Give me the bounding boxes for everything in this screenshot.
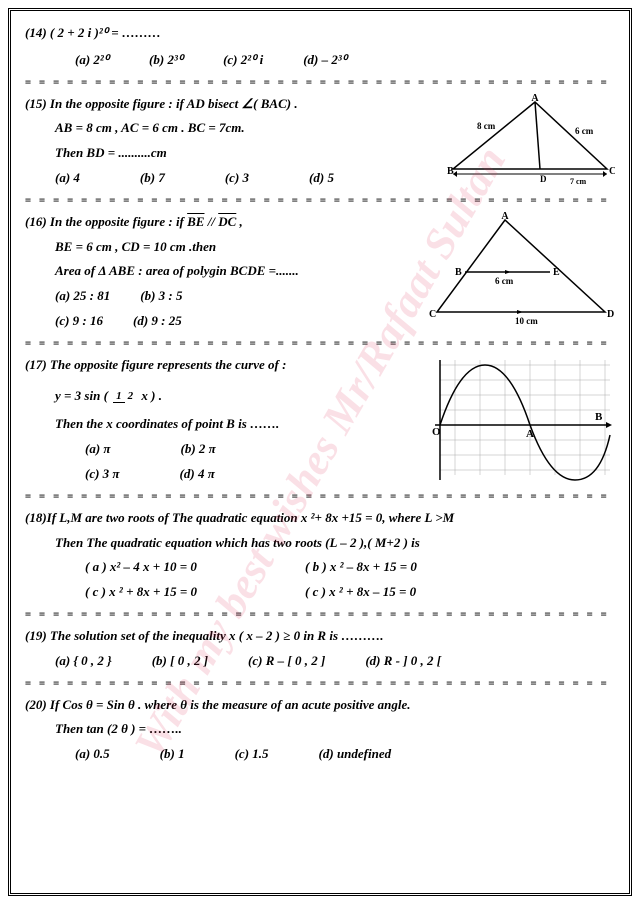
q16-opt-b: (b) 3 : 5 xyxy=(140,286,182,307)
q14-opt-d: (d) – 2³⁰ xyxy=(303,50,347,71)
q15-line2: AB = 8 cm , AC = 6 cm . BC = 7cm. xyxy=(55,118,445,139)
svg-text:7 cm: 7 cm xyxy=(570,177,587,186)
q18-opt-b: ( b ) x ² – 8x + 15 = 0 xyxy=(305,557,417,578)
svg-text:10 cm: 10 cm xyxy=(515,316,538,326)
q19-opt-a: (a) { 0 , 2 } xyxy=(55,651,112,672)
q16-figure: A B E C D 6 cm 10 cm xyxy=(425,212,615,327)
q20-line2: Then tan (2 θ ) = …….. xyxy=(55,719,615,740)
separator: = = = = = = = = = = = = = = = = = = = = … xyxy=(25,77,615,88)
q20-opt-d: (d) undefined xyxy=(319,744,392,765)
svg-text:B: B xyxy=(455,267,462,278)
q20-opt-b: (b) 1 xyxy=(160,744,185,765)
q15-figure: A B C D 8 cm 6 cm 7 cm xyxy=(445,94,615,189)
q15-opt-c: (c) 3 xyxy=(225,168,249,189)
svg-text:A: A xyxy=(526,428,534,440)
separator: = = = = = = = = = = = = = = = = = = = = … xyxy=(25,491,615,502)
svg-text:D: D xyxy=(540,174,547,184)
svg-text:C: C xyxy=(609,166,615,177)
svg-text:6 cm: 6 cm xyxy=(575,126,594,136)
q18-opt-a: ( a ) x² – 4 x + 10 = 0 xyxy=(85,557,305,578)
q17-opt-b: (b) 2 π xyxy=(181,439,216,460)
separator: = = = = = = = = = = = = = = = = = = = = … xyxy=(25,678,615,689)
separator: = = = = = = = = = = = = = = = = = = = = … xyxy=(25,609,615,620)
q14-text: (14) ( 2 + 2 i )²⁰ = ……… xyxy=(25,23,615,44)
svg-text:8 cm: 8 cm xyxy=(477,121,496,131)
separator: = = = = = = = = = = = = = = = = = = = = … xyxy=(25,195,615,206)
q17-opt-c: (c) 3 π xyxy=(85,464,120,485)
q16-opt-d: (d) 9 : 25 xyxy=(133,311,182,332)
q15-opt-b: (b) 7 xyxy=(140,168,165,189)
q17-figure: O A B xyxy=(430,355,615,485)
q16-line3: Area of Δ ABE : area of polygin BCDE =..… xyxy=(55,261,425,282)
svg-text:B: B xyxy=(595,411,603,423)
svg-text:B: B xyxy=(447,166,454,177)
q20-opt-c: (c) 1.5 xyxy=(235,744,269,765)
svg-text:A: A xyxy=(501,212,509,222)
q15-opt-a: (a) 4 xyxy=(55,168,80,189)
q15-line1: (15) In the opposite figure : if AD bise… xyxy=(25,94,445,115)
q14-opt-b: (b) 2³⁰ xyxy=(149,50,183,71)
q19-line1: (19) The solution set of the inequality … xyxy=(25,626,615,647)
svg-text:E: E xyxy=(553,267,560,278)
svg-text:A: A xyxy=(531,94,539,104)
q16-line2: BE = 6 cm , CD = 10 cm .then xyxy=(55,237,425,258)
q20-line1: (20) If Cos θ = Sin θ . where θ is the m… xyxy=(25,695,615,716)
q16-opt-a: (a) 25 : 81 xyxy=(55,286,110,307)
q18-opt-c: ( c ) x ² + 8x + 15 = 0 xyxy=(85,582,305,603)
svg-text:D: D xyxy=(607,309,614,320)
q16-line1: (16) In the opposite figure : if BE // D… xyxy=(25,212,425,233)
q16-opt-c: (c) 9 : 16 xyxy=(55,311,103,332)
q19-opt-d: (d) R - ] 0 , 2 [ xyxy=(365,651,441,672)
q14-opt-a: (a) 2²⁰ xyxy=(75,50,109,71)
q17-eq: y = 3 sin ( 12 x ) . xyxy=(55,386,430,407)
q18-opt-d: ( c ) x ² + 8x – 15 = 0 xyxy=(305,582,416,603)
q14-opt-c: (c) 2²⁰ i xyxy=(223,50,263,71)
q15-line3: Then BD = ..........cm xyxy=(55,143,445,164)
svg-text:O: O xyxy=(432,426,441,438)
q17-line1: (17) The opposite figure represents the … xyxy=(25,355,430,376)
separator: = = = = = = = = = = = = = = = = = = = = … xyxy=(25,338,615,349)
q17-opt-d: (d) 4 π xyxy=(180,464,215,485)
q17-opt-a: (a) π xyxy=(85,439,111,460)
q19-opt-b: (b) [ 0 , 2 ] xyxy=(152,651,208,672)
svg-text:C: C xyxy=(429,309,436,320)
q19-opt-c: (c) R – [ 0 , 2 ] xyxy=(248,651,325,672)
q18-line1: (18)If L,M are two roots of The quadrati… xyxy=(25,508,615,529)
q18-line2: Then The quadratic equation which has tw… xyxy=(55,533,615,554)
q17-line3: Then the x coordinates of point B is ……. xyxy=(55,414,430,435)
svg-text:6 cm: 6 cm xyxy=(495,276,514,286)
q20-opt-a: (a) 0.5 xyxy=(75,744,110,765)
q15-opt-d: (d) 5 xyxy=(309,168,334,189)
